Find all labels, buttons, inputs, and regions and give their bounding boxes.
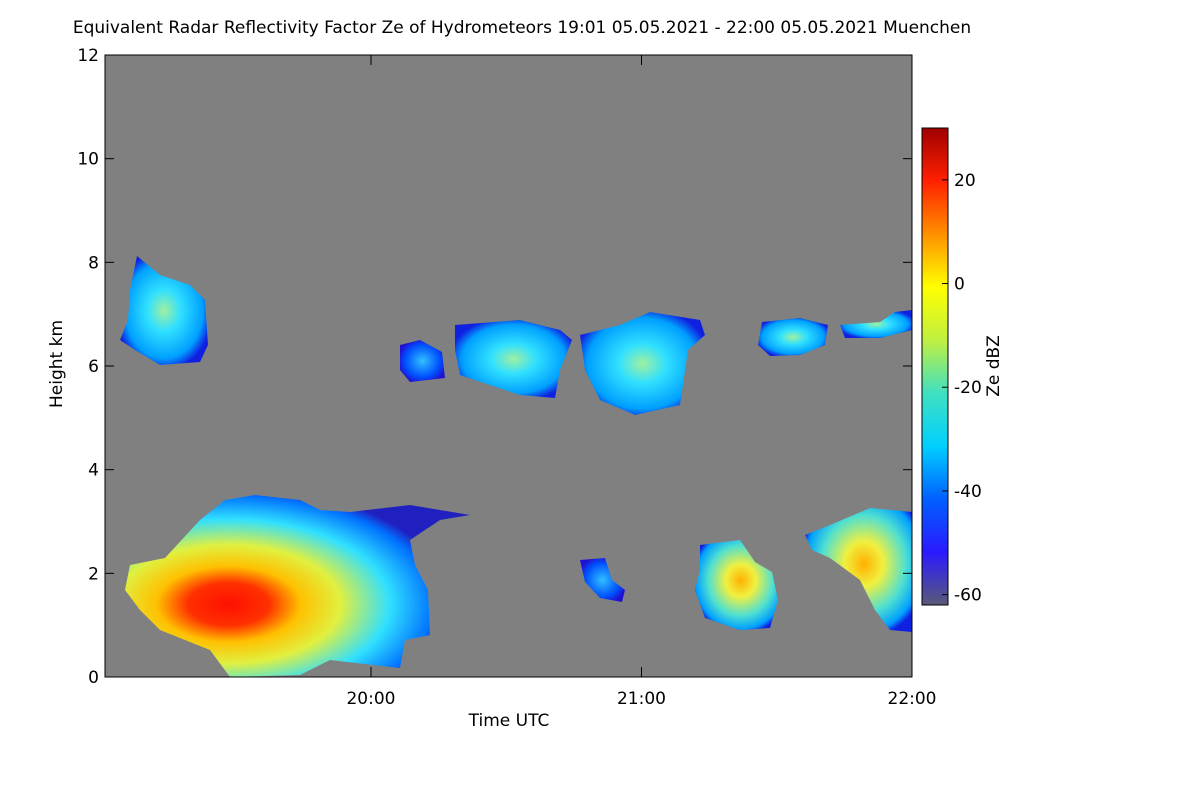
echo (695, 540, 778, 630)
y-tick-label: 12 (77, 46, 99, 66)
echo (400, 340, 445, 382)
y-tick-label: 10 (77, 150, 99, 170)
colorbar-tick-label: 0 (954, 275, 965, 295)
x-axis-label: Time UTC (468, 711, 550, 731)
colorbar-tick-label: 20 (954, 171, 976, 191)
y-tick-label: 8 (88, 253, 99, 273)
y-tick-label: 6 (88, 357, 99, 377)
echo (758, 318, 828, 356)
x-tick-label: 20:00 (346, 689, 395, 709)
echo (580, 558, 625, 602)
radar-field (120, 256, 912, 677)
echo (125, 495, 470, 677)
echo (455, 320, 572, 398)
x-tick-label: 22:00 (888, 689, 937, 709)
y-tick-label: 0 (88, 668, 99, 688)
y-tick-label: 4 (88, 461, 99, 481)
colorbar-tick-label: -60 (954, 586, 982, 606)
colorbar-label: Ze dBZ (984, 335, 1004, 397)
colorbar-tick-label: -20 (954, 378, 982, 398)
y-tick-label: 2 (88, 564, 99, 584)
chart-title: Equivalent Radar Reflectivity Factor Ze … (73, 18, 971, 38)
echo (120, 256, 208, 365)
x-tick-label: 21:00 (617, 689, 666, 709)
echo (805, 508, 912, 632)
y-axis-label: Height km (47, 320, 67, 408)
echo (580, 312, 705, 415)
echo (840, 310, 912, 338)
colorbar (921, 127, 949, 606)
colorbar-tick-label: -40 (954, 482, 982, 502)
